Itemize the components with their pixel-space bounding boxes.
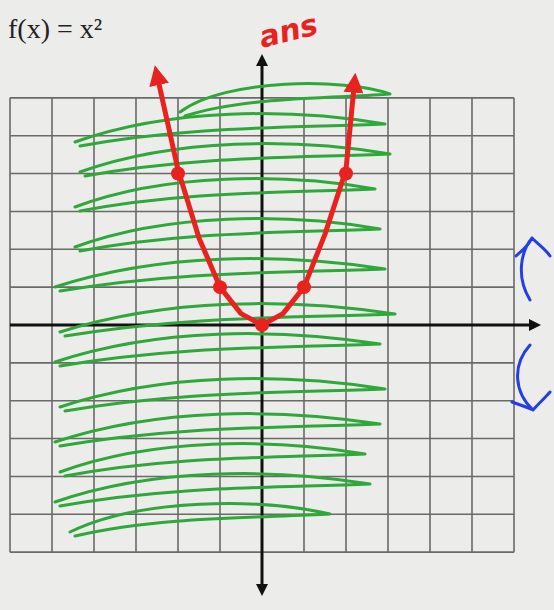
scribble-loop (180, 84, 390, 116)
scribble-loop (75, 179, 375, 211)
point (297, 280, 311, 294)
point (171, 167, 185, 181)
blue-arrow-path (512, 238, 550, 410)
blue-arrow (512, 238, 550, 410)
scribble-loop (75, 219, 380, 251)
scribble-loop (60, 379, 385, 411)
plot-area (157, 75, 354, 332)
scribble-loop (55, 334, 380, 366)
scribble-loop (60, 444, 365, 476)
scribble-loop (70, 504, 330, 536)
paper (0, 0, 554, 610)
scribble-loop (75, 114, 385, 146)
annotation: ans (255, 6, 321, 54)
point (213, 280, 227, 294)
axes (10, 60, 535, 590)
green-scribble (55, 84, 395, 536)
scribble-loop (55, 474, 370, 506)
point (339, 167, 353, 181)
title: f(x) = x² (8, 13, 102, 44)
scribble-loop (55, 414, 380, 446)
parabola-line (157, 75, 354, 325)
scribble-loop (60, 304, 395, 336)
chart: f(x) = x² ans (0, 0, 554, 610)
point (255, 318, 269, 332)
